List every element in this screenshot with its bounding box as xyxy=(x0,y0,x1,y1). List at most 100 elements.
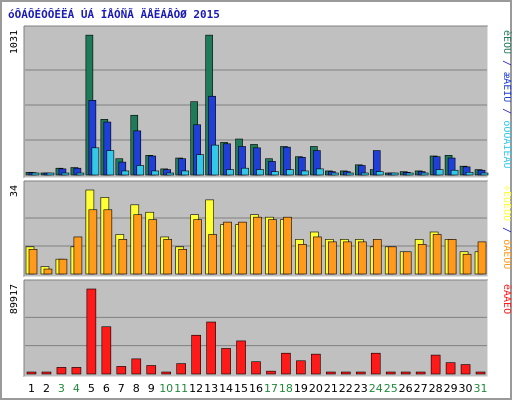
middle-bar-sites xyxy=(133,214,143,275)
middle-bar-sites xyxy=(417,244,427,275)
x-tick-label: 5 xyxy=(88,382,95,395)
x-tick-label: 28 xyxy=(429,382,443,395)
x-tick-label: 15 xyxy=(234,382,248,395)
legend-entry-files: æÁÊÌÙ xyxy=(501,72,512,102)
bottom-bar-kbytes xyxy=(266,370,276,375)
legend-entry-visits: ÷ÉÚÉÔÙ xyxy=(501,185,512,221)
top-bar-pages xyxy=(61,172,70,176)
middle-bar-sites xyxy=(43,268,53,275)
bottom-panel: 89917 ëÂÁÊÔ xyxy=(9,279,512,378)
bottom-bar-kbytes xyxy=(311,353,321,375)
middle-bar-sites xyxy=(118,239,128,275)
bottom-bar-kbytes xyxy=(56,367,67,375)
x-tick-label: 7 xyxy=(118,382,125,395)
top-bar-pages xyxy=(31,172,40,176)
top-bar-pages xyxy=(226,169,234,176)
top-bar-pages xyxy=(360,172,369,176)
middle-bar-sites xyxy=(73,236,83,275)
bottom-bar-kbytes xyxy=(131,358,142,375)
top-bar-pages xyxy=(435,169,444,176)
legend-entry-kbytes: ëÂÁÊÔ xyxy=(501,284,512,314)
legend-separator: / xyxy=(501,102,512,120)
top-bar-pages xyxy=(241,167,249,176)
middle-bar-sites xyxy=(163,239,173,275)
top-y-max-label: 1031 xyxy=(9,30,20,54)
bottom-bar-kbytes xyxy=(475,371,486,375)
top-bar-pages xyxy=(420,172,429,176)
bottom-bar-kbytes xyxy=(370,352,381,375)
x-tick-label: 8 xyxy=(133,382,140,395)
chart-title: óÔÁÔÉÓÔÉËÁ ÚÁ ÍÅÓÑÃ ÄÅËÁÂÒØ 2015 xyxy=(8,7,220,21)
middle-bar-sites xyxy=(462,253,472,275)
x-tick-label: 29 xyxy=(444,382,458,395)
bottom-bar-kbytes xyxy=(161,371,172,375)
x-tick-label: 22 xyxy=(339,382,353,395)
middle-bar-sites xyxy=(432,234,442,275)
bottom-bar-kbytes xyxy=(341,371,351,375)
top-bar-pages xyxy=(346,172,354,176)
x-tick-label: 23 xyxy=(354,382,368,395)
x-tick-label: 4 xyxy=(73,382,80,395)
x-tick-label: 17 xyxy=(264,382,278,395)
x-tick-label: 14 xyxy=(219,382,233,395)
middle-bar-sites xyxy=(447,239,457,275)
top-bar-pages xyxy=(196,154,204,176)
bottom-bar-kbytes xyxy=(296,360,306,375)
bottom-y-max-label: 89917 xyxy=(9,284,20,314)
x-tick-label: 27 xyxy=(414,382,428,395)
bottom-bar-kbytes xyxy=(281,352,291,375)
x-tick-label: 9 xyxy=(148,382,155,395)
bottom-bar-kbytes xyxy=(355,371,366,375)
x-tick-label: 2 xyxy=(43,382,50,395)
top-bar-pages xyxy=(166,172,175,176)
x-tick-label: 12 xyxy=(189,382,203,395)
x-tick-label: 11 xyxy=(174,382,188,395)
x-tick-label: 30 xyxy=(459,382,473,395)
x-tick-label: 24 xyxy=(369,382,383,395)
top-bar-pages xyxy=(390,172,399,176)
bottom-bar-kbytes xyxy=(41,371,52,375)
middle-bar-sites xyxy=(313,236,322,275)
top-bar-pages xyxy=(450,169,459,176)
middle-bar-sites xyxy=(343,241,352,275)
middle-bar-sites xyxy=(88,209,98,275)
legend-separator: / xyxy=(501,54,512,72)
x-tick-label: 13 xyxy=(204,382,218,395)
x-tick-label: 16 xyxy=(249,382,263,395)
middle-bar-sites xyxy=(328,241,337,275)
middle-bar-sites xyxy=(283,216,292,275)
legend-entry-hits: èÉÔÙ xyxy=(501,30,512,54)
top-bar-pages xyxy=(106,150,115,176)
x-tick-label: 25 xyxy=(384,382,398,395)
bottom-bar-kbytes xyxy=(176,363,186,375)
middle-bar-sites xyxy=(148,219,158,275)
middle-bar-sites xyxy=(178,248,187,275)
middle-bar-sites xyxy=(402,251,412,275)
middle-bar-sites xyxy=(477,241,487,275)
bottom-bar-kbytes xyxy=(430,354,441,375)
bottom-bar-kbytes xyxy=(26,371,37,375)
bottom-bar-kbytes xyxy=(221,348,231,375)
middle-bar-sites xyxy=(238,221,247,275)
middle-panel: 34 ÷ÉÚÉÔÙ / óÁÊÔÙ xyxy=(9,180,512,278)
middle-bar-sites xyxy=(387,246,397,275)
top-bar-pages xyxy=(76,172,85,176)
bottom-bar-kbytes xyxy=(445,362,456,375)
top-bar-pages xyxy=(405,172,414,176)
x-tick-label: 26 xyxy=(399,382,413,395)
bottom-panel-background xyxy=(24,280,488,377)
middle-bar-sites xyxy=(298,244,307,275)
top-bar-pages xyxy=(211,144,219,176)
chart-panels: 1031 èÉÔÙ / æÁÊÌÙ / óÔÒÁÎÉÃÙ 34 ÷ÉÚÉÔÙ / óÁ… xyxy=(9,25,512,378)
legend-entry-pages: óÔÒÁÎÉÃÙ xyxy=(501,120,512,168)
top-bar-pages xyxy=(375,171,384,176)
top-bar-pages xyxy=(121,170,130,176)
x-tick-label: 21 xyxy=(324,382,338,395)
bottom-bar-kbytes xyxy=(71,367,82,375)
middle-bar-sites xyxy=(268,219,277,275)
bottom-bar-kbytes xyxy=(385,371,396,375)
middle-bar-sites xyxy=(208,234,217,275)
bottom-bar-kbytes xyxy=(86,288,97,375)
top-bar-pages xyxy=(151,170,160,176)
